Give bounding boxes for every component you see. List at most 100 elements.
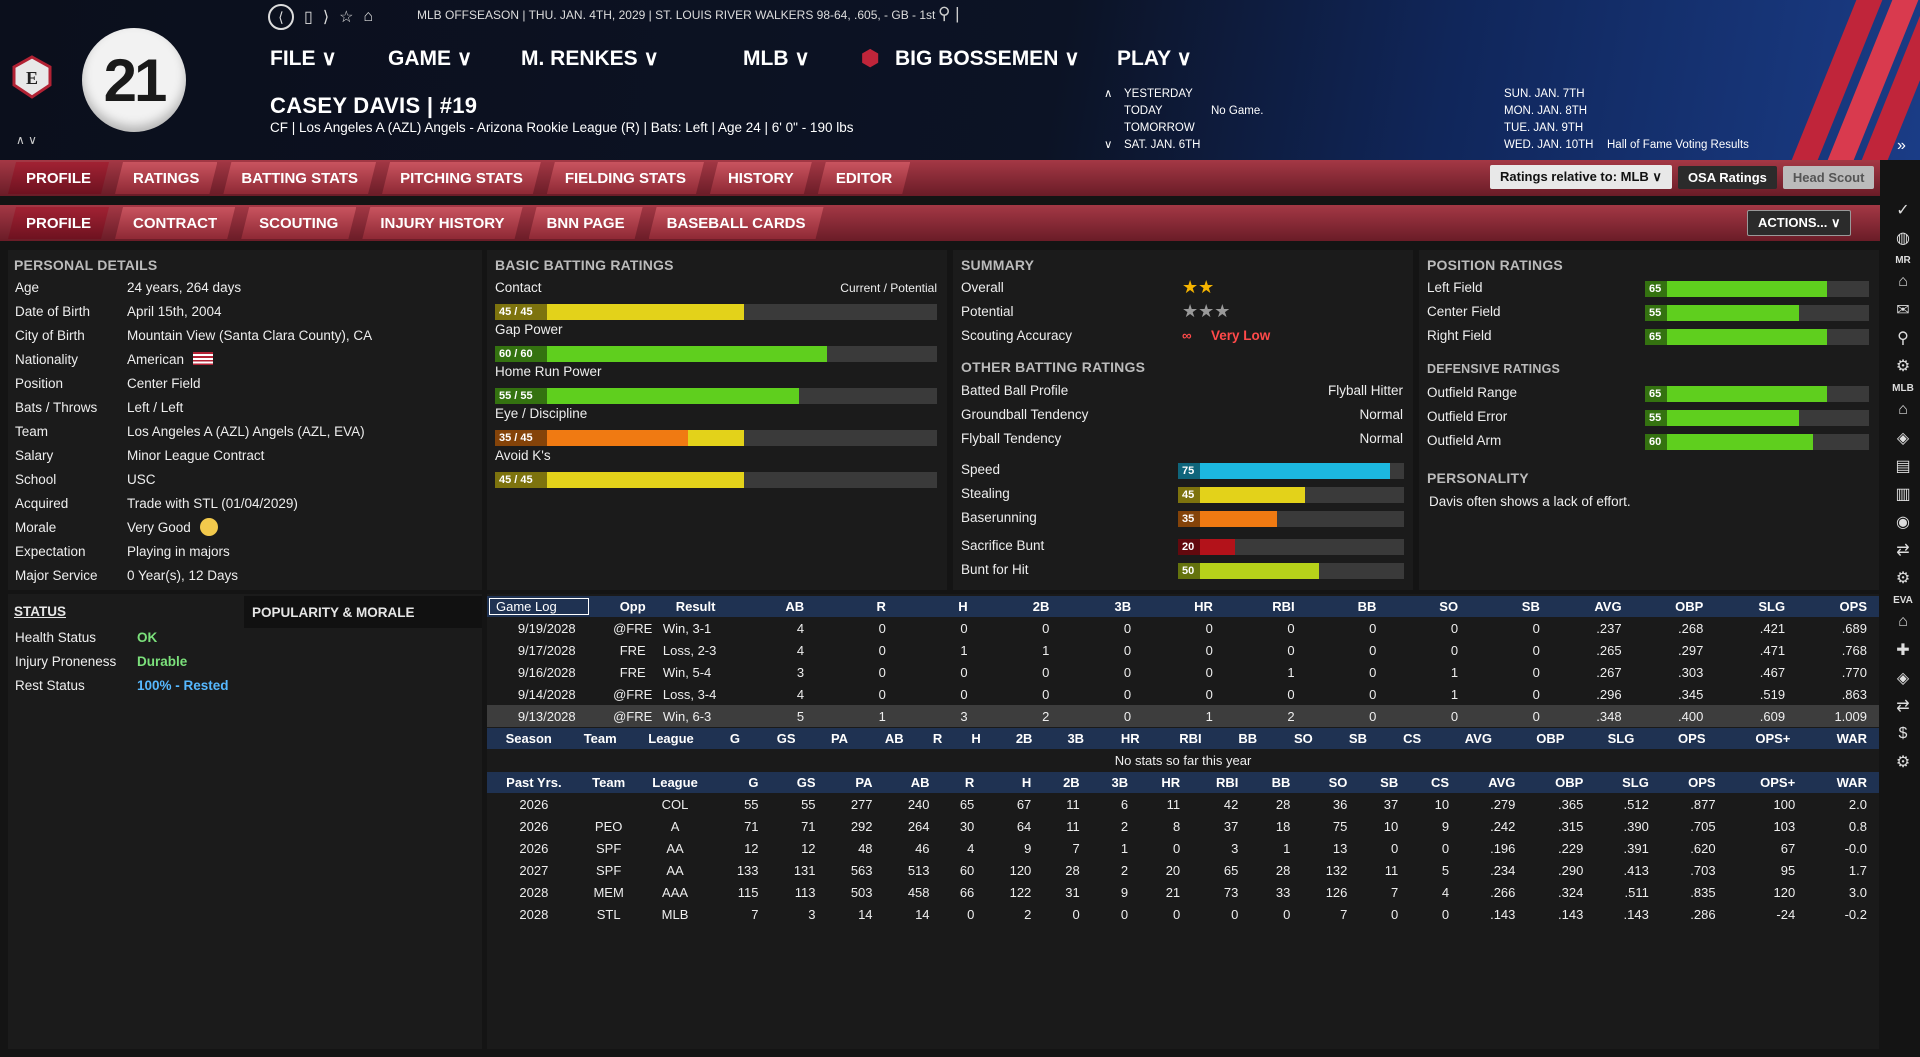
column-header[interactable]: SLG <box>1595 772 1661 793</box>
column-header[interactable]: PA <box>827 772 885 793</box>
column-header[interactable]: OBP <box>1633 596 1716 617</box>
schedule-day[interactable]: SUN. JAN. 7TH <box>1504 88 1585 100</box>
schedule-day[interactable]: MON. JAN. 8TH <box>1504 105 1588 117</box>
column-header[interactable]: HR <box>1140 772 1193 793</box>
diamond-icon[interactable]: ◈ <box>1896 670 1910 687</box>
menu-file[interactable]: FILE ∨ <box>270 47 337 70</box>
column-header[interactable]: AVG <box>1433 728 1504 749</box>
star-icon[interactable]: ☆ <box>339 9 354 26</box>
column-header[interactable]: OPS <box>1797 596 1879 617</box>
expand-arrow-icon[interactable]: » <box>1897 137 1906 154</box>
column-header[interactable]: SB <box>1470 596 1552 617</box>
diamond-icon[interactable]: ◈ <box>1896 430 1910 447</box>
past-year-row[interactable]: 2026 PEO A 71 71 292 264 30 64 11 2 8 37 18 75 10 9 .242.… <box>487 815 1879 837</box>
ratings-relative-dropdown[interactable]: Ratings relative to: MLB ∨ <box>1490 165 1672 189</box>
detail-value[interactable]: Los Angeles A (AZL) Angels (AZL, EVA) <box>127 424 365 439</box>
schedule-scroll-icons[interactable]: ∧ ∨ <box>1104 88 1113 151</box>
column-header[interactable]: CS <box>1410 772 1462 793</box>
column-header[interactable]: RBI <box>1151 728 1214 749</box>
chart-icon[interactable]: ▥ <box>1895 486 1911 503</box>
column-header[interactable]: GS <box>770 772 828 793</box>
page-icon[interactable]: ▯ <box>304 9 313 26</box>
column-header[interactable]: AB <box>860 728 916 749</box>
forward-icon[interactable]: ⟩ <box>322 9 330 26</box>
column-header[interactable]: Team <box>580 772 637 793</box>
column-header[interactable]: OPS+ <box>1727 772 1808 793</box>
column-header[interactable]: 3B <box>1091 772 1141 793</box>
column-header[interactable]: Result <box>658 596 733 617</box>
player-nav-arrows[interactable]: ∧ ∨ <box>16 133 37 147</box>
column-header[interactable]: SLG <box>1576 728 1647 749</box>
column-header[interactable]: League <box>629 728 713 749</box>
column-header[interactable]: Past Yrs. <box>487 772 581 793</box>
column-header[interactable]: AVG <box>1551 596 1634 617</box>
tab-batting-stats[interactable]: BATTING STATS <box>223 162 376 194</box>
column-header[interactable]: OPS <box>1660 772 1728 793</box>
menu-team[interactable]: BIG BOSSEMEN ∨ <box>895 47 1080 70</box>
subtab-profile[interactable]: PROFILE <box>8 207 109 239</box>
popularity-morale-tab[interactable]: POPULARITY & MORALE <box>244 596 482 628</box>
column-header[interactable]: BB <box>1250 772 1303 793</box>
home-icon[interactable]: ⌂ <box>1898 273 1908 290</box>
stats-view-select[interactable]: Game Log <box>487 596 607 617</box>
schedule-day[interactable]: YESTERDAY <box>1124 88 1193 100</box>
tab-pitching-stats[interactable]: PITCHING STATS <box>382 162 541 194</box>
schedule-day[interactable]: TUE. JAN. 9TH <box>1504 122 1584 134</box>
game-log-row[interactable]: 9/14/2028 @FRE Loss, 3-4 4 0 0 0 0 0 0 0 1 0 .296 .345… <box>487 683 1879 705</box>
column-header[interactable]: AB <box>732 596 817 617</box>
column-header[interactable]: 2B <box>1043 772 1092 793</box>
back-icon[interactable]: ⟨ <box>268 4 294 30</box>
subtab-baseball-cards[interactable]: BASEBALL CARDS <box>649 207 824 239</box>
search-icon[interactable]: ⚲ | <box>938 4 960 23</box>
column-header[interactable]: R <box>816 596 898 617</box>
menu-manager[interactable]: M. RENKES ∨ <box>521 47 659 70</box>
schedule-day[interactable]: WED. JAN. 10TH <box>1504 139 1594 151</box>
status-tab[interactable]: STATUS <box>14 604 66 619</box>
column-header[interactable]: H <box>897 596 980 617</box>
past-year-row[interactable]: 2028 MEM AAA 115 113 503 458 66 122 31 9 21 73 33 126 7… <box>487 881 1879 903</box>
column-header[interactable]: GS <box>752 728 808 749</box>
column-header[interactable]: WAR <box>1802 728 1879 749</box>
news-icon[interactable]: ▤ <box>1895 458 1911 475</box>
column-header[interactable]: SLG <box>1715 596 1798 617</box>
dollar-icon[interactable]: $ <box>1898 725 1908 742</box>
column-header[interactable]: Opp <box>606 596 659 617</box>
baseball-icon[interactable]: ◉ <box>1896 514 1910 531</box>
tab-fielding-stats[interactable]: FIELDING STATS <box>547 162 704 194</box>
gear-icon[interactable]: ⚙ <box>1895 358 1911 375</box>
column-header[interactable]: H <box>986 772 1044 793</box>
column-header[interactable]: SO <box>1302 772 1360 793</box>
past-year-row[interactable]: 2026 SPF AA 12 12 48 46 4 9 7 1 0 3 1 13 0 0 .196 .229 .391… <box>487 837 1879 859</box>
check-icon[interactable]: ✓ <box>1896 202 1910 219</box>
osa-ratings-toggle[interactable]: OSA Ratings <box>1677 165 1777 189</box>
column-header[interactable]: SB <box>1324 728 1379 749</box>
game-log-row[interactable]: 9/16/2028 FRE Win, 5-4 3 0 0 0 0 0 1 0 1 0 .267 .303 .4… <box>487 661 1879 683</box>
search-icon[interactable]: ⚲ <box>1897 330 1909 347</box>
column-header[interactable]: League <box>636 772 714 793</box>
column-header[interactable]: 2B <box>992 728 1045 749</box>
past-year-row[interactable]: 2028 STL MLB 7 3 14 14 0 2 0 0 0 0 0 7 0 0 .143 .143 .143 .2… <box>487 903 1879 925</box>
medical-icon[interactable]: ✚ <box>1896 642 1910 659</box>
game-log-row[interactable]: 9/13/2028 @FRE Win, 6-3 5 1 3 2 0 1 2 0 0 0.348.400.… <box>487 705 1879 727</box>
subtab-bnn-page[interactable]: BNN PAGE <box>529 207 643 239</box>
menu-game[interactable]: GAME ∨ <box>388 47 473 70</box>
home-icon[interactable]: ⌂ <box>363 8 374 25</box>
column-header[interactable]: R <box>915 728 955 749</box>
home-icon[interactable]: ⌂ <box>1898 401 1908 418</box>
schedule-day[interactable]: TODAY <box>1124 105 1163 117</box>
actions-dropdown[interactable]: ACTIONS... ∨ <box>1747 210 1852 236</box>
column-header[interactable]: OBP <box>1527 772 1596 793</box>
tab-history[interactable]: HISTORY <box>710 162 812 194</box>
column-header[interactable]: SO <box>1269 728 1325 749</box>
home-icon[interactable]: ⌂ <box>1898 613 1908 630</box>
column-header[interactable]: PA <box>807 728 861 749</box>
column-header[interactable]: OPS+ <box>1717 728 1803 749</box>
column-header[interactable]: RBI <box>1192 772 1251 793</box>
column-header[interactable]: Season <box>487 728 571 749</box>
subtab-contract[interactable]: CONTRACT <box>115 207 235 239</box>
mail-icon[interactable]: ✉ <box>1896 302 1910 319</box>
column-header[interactable]: SB <box>1359 772 1411 793</box>
subtab-injury-history[interactable]: INJURY HISTORY <box>362 207 522 239</box>
column-header[interactable]: G <box>713 772 771 793</box>
schedule-event[interactable]: Hall of Fame Voting Results <box>1607 139 1749 151</box>
